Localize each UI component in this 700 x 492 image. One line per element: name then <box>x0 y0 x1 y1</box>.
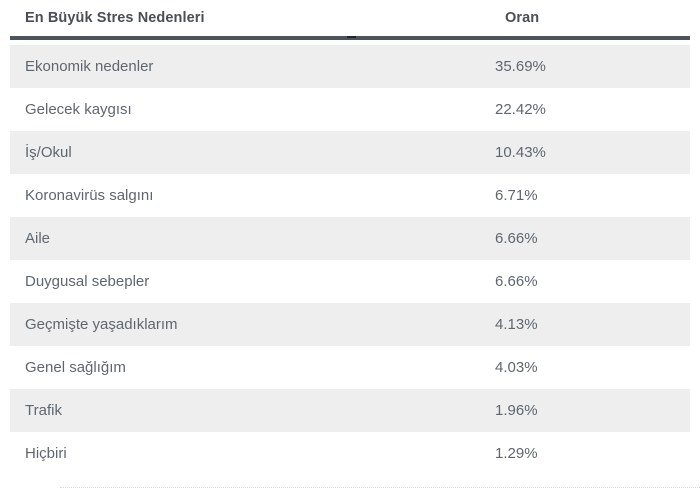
table-row: Duygusal sebepler 6.66% <box>10 260 690 303</box>
header-divider <box>10 36 690 40</box>
header-col-stress-causes: En Büyük Stres Nedenleri <box>25 10 205 26</box>
bottom-divider-hint <box>60 487 700 488</box>
stress-causes-table: En Büyük Stres Nedenleri Oran Ekonomik n… <box>10 0 690 475</box>
row-label: İş/Okul <box>25 144 72 161</box>
row-label: Koronavirüs salgını <box>25 187 154 204</box>
row-label: Hiçbiri <box>25 445 67 462</box>
table-row: Ekonomik nedenler 35.69% <box>10 45 690 88</box>
row-label: Aile <box>25 230 51 247</box>
table-row: Hiçbiri 1.29% <box>10 432 690 475</box>
row-label: Ekonomik nedenler <box>25 58 154 75</box>
row-value: 1.96% <box>495 402 538 419</box>
row-value: 6.71% <box>495 187 538 204</box>
table-header-row: En Büyük Stres Nedenleri Oran <box>10 0 690 36</box>
row-value: 6.66% <box>495 273 538 290</box>
table-row: Trafik 1.96% <box>10 389 690 432</box>
row-label: Duygusal sebepler <box>25 273 150 290</box>
table-body: Ekonomik nedenler 35.69% Gelecek kaygısı… <box>10 45 690 475</box>
table-row: İş/Okul 10.43% <box>10 131 690 174</box>
row-value: 4.13% <box>495 316 538 333</box>
row-label: Gelecek kaygısı <box>25 101 132 118</box>
header-col-oran: Oran <box>505 10 540 26</box>
row-label: Trafik <box>25 402 62 419</box>
table-row: Gelecek kaygısı 22.42% <box>10 88 690 131</box>
table-row: Aile 6.66% <box>10 217 690 260</box>
row-value: 1.29% <box>495 445 538 462</box>
table-row: Genel sağlığım 4.03% <box>10 346 690 389</box>
table-row: Koronavirüs salgını 6.71% <box>10 174 690 217</box>
row-value: 22.42% <box>495 101 546 118</box>
row-value: 6.66% <box>495 230 538 247</box>
row-value: 35.69% <box>495 58 546 75</box>
table-row: Geçmişte yaşadıklarım 4.13% <box>10 303 690 346</box>
row-label: Geçmişte yaşadıklarım <box>25 316 178 333</box>
row-value: 10.43% <box>495 144 546 161</box>
row-value: 4.03% <box>495 359 538 376</box>
row-label: Genel sağlığım <box>25 359 126 376</box>
column-divider-tick <box>347 36 356 38</box>
